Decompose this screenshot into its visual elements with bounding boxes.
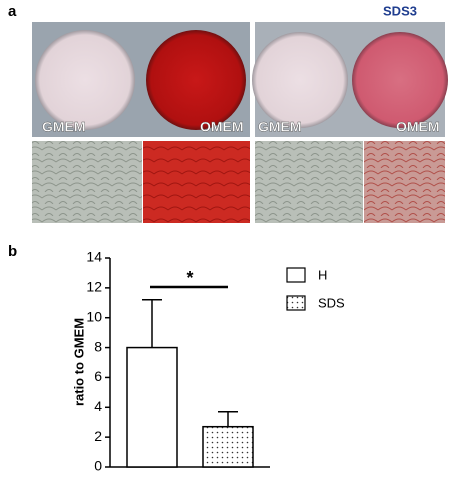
y-tick-label: 10 — [86, 308, 102, 324]
y-tick-label: 4 — [94, 398, 102, 414]
photo-label: OMEM — [396, 119, 440, 135]
panel-label: a — [8, 3, 17, 20]
plate-photo — [32, 22, 448, 137]
bar — [202, 425, 254, 468]
photo-label: GMEM — [258, 119, 302, 135]
y-tick-label: 12 — [86, 279, 102, 295]
y-tick-label: 6 — [94, 368, 102, 384]
significance-mark: * — [186, 268, 193, 288]
photo-label: GMEM — [42, 119, 86, 135]
panel-label: b — [8, 243, 17, 260]
photo-title: SDS3 — [383, 3, 417, 18]
y-tick-label: 2 — [94, 428, 102, 444]
bar — [126, 346, 178, 468]
y-axis-label: ratio to GMEM — [71, 318, 86, 406]
legend-label: SDS — [318, 295, 345, 310]
y-tick-label: 8 — [94, 338, 102, 354]
legend-label: H — [318, 267, 327, 282]
photo-label: OMEM — [200, 119, 244, 135]
y-tick-label: 0 — [94, 458, 102, 474]
legend-swatch — [286, 267, 306, 283]
legend-swatch — [286, 295, 306, 311]
micrographs — [32, 141, 445, 223]
y-tick-label: 14 — [86, 249, 102, 265]
